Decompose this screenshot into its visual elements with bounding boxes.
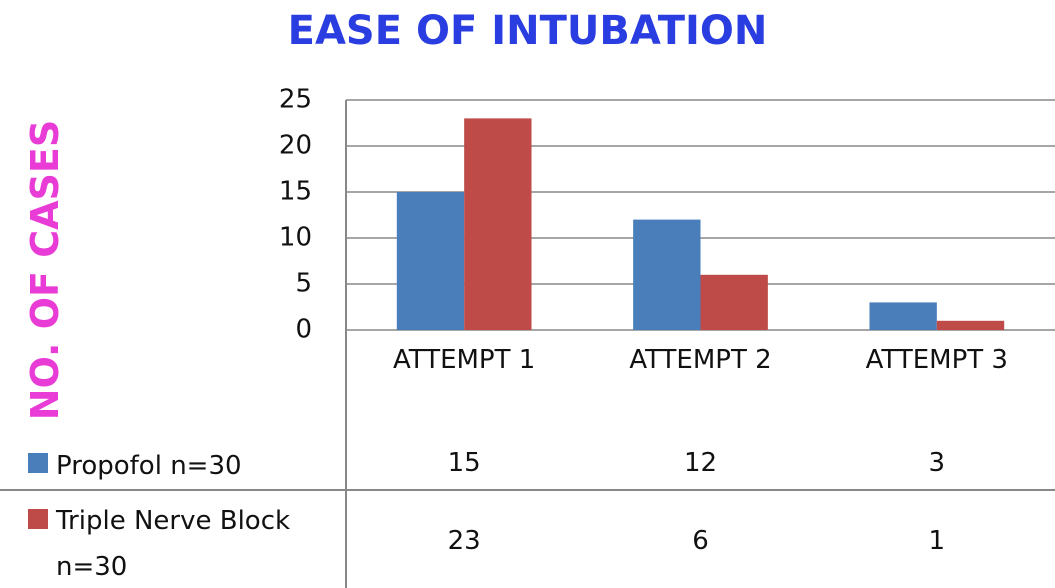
chart-title: EASE OF INTUBATION <box>287 8 768 54</box>
y-tick-label: 10 <box>279 223 312 253</box>
bar <box>869 302 937 330</box>
legend-key <box>28 509 48 529</box>
y-tick-label: 5 <box>295 269 312 299</box>
bar <box>396 192 465 330</box>
y-axis-label: NO. OF CASES <box>23 119 67 421</box>
table-value: 15 <box>447 448 481 478</box>
legend-entry: Triple Nerve Block n=30 <box>56 506 291 582</box>
table-value: 1 <box>928 526 946 556</box>
bar <box>936 320 1005 330</box>
legend-key <box>28 453 48 473</box>
x-tick-label: ATTEMPT 1 <box>393 345 536 375</box>
bar <box>633 219 701 330</box>
y-tick-label: 20 <box>279 131 312 161</box>
y-tick-label: 0 <box>295 315 312 345</box>
x-tick-label: ATTEMPT 2 <box>629 345 772 375</box>
table-value: 6 <box>692 526 709 556</box>
table-value: 23 <box>447 526 481 556</box>
table-value: 3 <box>928 448 946 478</box>
y-tick-label: 25 <box>279 85 312 115</box>
y-tick-label: 15 <box>279 177 312 207</box>
legend-entry: Propofol n=30 <box>56 451 242 481</box>
table-value: 12 <box>683 448 718 478</box>
x-tick-label: ATTEMPT 3 <box>865 345 1008 375</box>
bar <box>700 274 768 330</box>
bar <box>464 118 532 331</box>
